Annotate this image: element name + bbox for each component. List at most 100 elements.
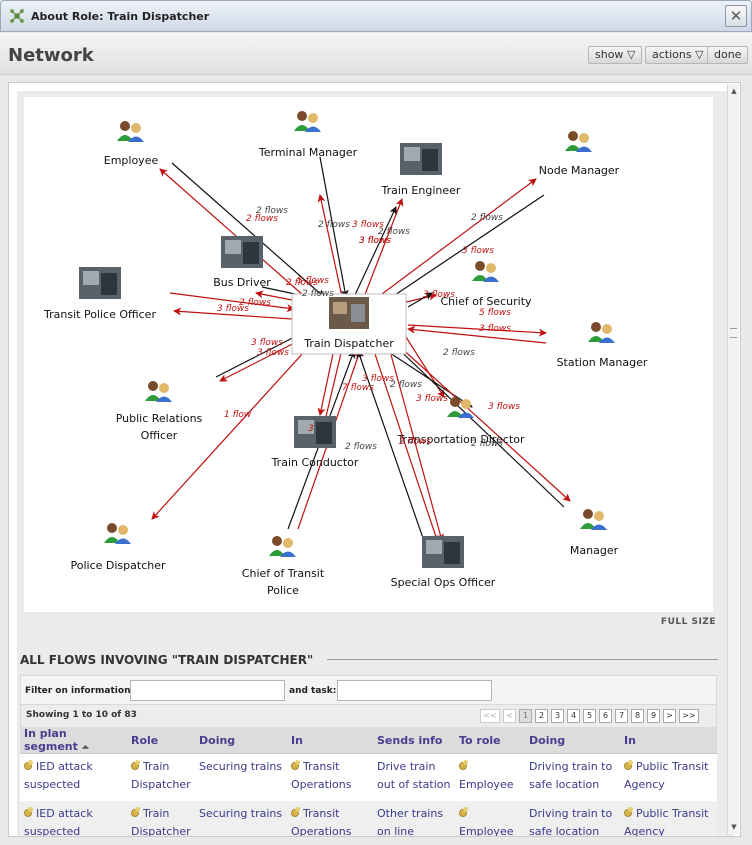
cell-plan-segment[interactable]: IED attack suspected: [20, 753, 127, 801]
node-train-dispatcher[interactable]: Train Dispatcher: [291, 293, 407, 355]
outbound-flow-edge[interactable]: [407, 325, 547, 344]
inbound-flow-edge[interactable]: [319, 156, 349, 298]
cell-doing[interactable]: Securing trains: [195, 753, 287, 801]
flow-count-label: 2 flows: [399, 437, 431, 447]
column-header-target-in[interactable]: In: [620, 727, 717, 754]
column-header-to-role[interactable]: To role: [455, 727, 525, 754]
scroll-up-icon[interactable]: ▲: [731, 87, 737, 95]
node-chief-of-security[interactable]: Chief of Security: [440, 261, 532, 308]
node-label: Bus Driver: [213, 276, 271, 289]
outbound-flow-edge[interactable]: [169, 292, 295, 313]
scroll-down-icon[interactable]: ▼: [731, 823, 737, 831]
flow-count-label: 3 flows: [416, 394, 448, 404]
flow-count-label: 3 flows: [359, 236, 391, 246]
cell-target-doing[interactable]: Driving train to safe location: [525, 800, 620, 836]
cell-sends-info[interactable]: Drive train out of station: [373, 753, 455, 801]
cell-target-in[interactable]: Public Transit Agency: [620, 753, 717, 801]
outbound-flow-edge[interactable]: [321, 348, 343, 426]
flow-count-label: 3 flows: [352, 220, 384, 230]
column-header-plan-segment[interactable]: In plan segment ⏶: [20, 727, 127, 754]
cell-role[interactable]: Train Dispatcher: [127, 753, 195, 801]
column-header-in[interactable]: In: [287, 727, 373, 754]
outbound-flow-edge[interactable]: [407, 324, 547, 337]
column-header-target-doing[interactable]: Doing: [525, 727, 620, 754]
pager-page-9[interactable]: 9: [647, 709, 660, 723]
cell-role[interactable]: Train Dispatcher: [127, 800, 195, 836]
column-header-sends-info[interactable]: Sends info: [373, 727, 455, 754]
node-manager[interactable]: Manager: [570, 509, 619, 557]
network-diagram[interactable]: Train Dispatcher Employee Terminal Manager…: [24, 97, 713, 612]
outbound-flow-edge[interactable]: [363, 198, 404, 298]
pager-page-2[interactable]: 2: [535, 709, 548, 723]
pager-page-3[interactable]: 3: [551, 709, 564, 723]
node-employee[interactable]: Employee: [104, 121, 159, 167]
pager-next[interactable]: >: [663, 709, 676, 723]
flow-count-label: 5 flows: [479, 308, 511, 318]
outbound-flow-edge[interactable]: [373, 350, 440, 544]
cell-to-role[interactable]: Employee: [455, 753, 525, 801]
cell-sends-info[interactable]: Other trains on line: [373, 800, 455, 836]
pager-prev[interactable]: <: [503, 709, 516, 723]
node-train-engineer[interactable]: Train Engineer: [381, 143, 461, 197]
outbound-flow-edge[interactable]: [397, 344, 571, 502]
show-menu-button[interactable]: show ▽: [588, 46, 643, 64]
node-label: Chief of Security: [440, 295, 532, 308]
node-transit-police-officer[interactable]: Transit Police Officer: [43, 267, 156, 321]
node-terminal-manager[interactable]: Terminal Manager: [258, 111, 358, 159]
pager-page-7[interactable]: 7: [615, 709, 628, 723]
pager-last[interactable]: >>: [679, 709, 699, 723]
role-icon: [131, 806, 140, 817]
node-chief-of-transit-police[interactable]: Chief of Transit Police: [242, 536, 325, 597]
node-label: Terminal Manager: [258, 146, 358, 159]
flow-count-label: 3 flows: [462, 246, 494, 256]
cell-target-in[interactable]: Public Transit Agency: [620, 800, 717, 836]
cell-doing[interactable]: Securing trains: [195, 800, 287, 836]
outbound-flow-edge[interactable]: [317, 194, 343, 298]
pager-page-8[interactable]: 8: [631, 709, 644, 723]
column-header-role[interactable]: Role: [127, 727, 195, 754]
pager-page-6[interactable]: 6: [599, 709, 612, 723]
node-station-manager[interactable]: Station Manager: [557, 322, 648, 369]
inbound-flow-edge[interactable]: [389, 340, 565, 508]
cell-text: Employee: [459, 824, 514, 837]
cell-in[interactable]: Transit Operations: [287, 800, 373, 836]
outbound-flow-edge[interactable]: [389, 350, 445, 542]
pager-page-4[interactable]: 4: [567, 709, 580, 723]
vertical-scrollbar[interactable]: ▲ ▼: [727, 84, 739, 834]
person-icon: [472, 261, 499, 282]
node-police-dispatcher[interactable]: Police Dispatcher: [71, 523, 166, 572]
pager-first[interactable]: <<: [480, 709, 500, 723]
cell-in[interactable]: Transit Operations: [287, 753, 373, 801]
pager-page-1[interactable]: 1: [519, 709, 532, 723]
full-size-link[interactable]: FULL SIZE: [660, 617, 716, 627]
close-button[interactable]: ✕: [725, 5, 747, 27]
flow-count-label: 2 flows: [318, 220, 350, 230]
outbound-flow-edge[interactable]: [151, 340, 315, 520]
node-public-relations-officer[interactable]: Public Relations Officer: [116, 381, 203, 442]
cell-to-role[interactable]: Employee: [455, 800, 525, 837]
inbound-flow-edge[interactable]: [353, 206, 397, 298]
node-bus-driver[interactable]: Bus Driver: [213, 236, 271, 289]
outbound-flow-edge[interactable]: [317, 348, 335, 416]
actions-menu-button[interactable]: actions ▽: [645, 46, 711, 64]
organization-icon: [291, 806, 300, 817]
inbound-flow-edge[interactable]: [171, 162, 325, 298]
inbound-flow-edge[interactable]: [385, 194, 545, 302]
outbound-flow-edge[interactable]: [377, 178, 537, 298]
filter-information-input[interactable]: [130, 680, 285, 701]
inbound-flow-edge[interactable]: [407, 292, 433, 308]
filter-task-input[interactable]: [337, 680, 492, 701]
node-train-conductor[interactable]: Train Conductor: [271, 416, 359, 469]
outbound-flow-edge[interactable]: [173, 307, 293, 320]
cell-plan-segment[interactable]: IED attack suspected: [20, 800, 127, 836]
cell-target-doing[interactable]: Driving train to safe location: [525, 753, 620, 801]
pager-page-5[interactable]: 5: [583, 709, 596, 723]
node-transportation-director[interactable]: Transportation Director: [396, 397, 525, 446]
done-button[interactable]: done: [707, 46, 749, 64]
node-special-ops-officer[interactable]: Special Ops Officer: [391, 536, 496, 589]
column-header-doing[interactable]: Doing: [195, 727, 287, 754]
scrollbar-thumb[interactable]: [730, 328, 737, 338]
node-node-manager[interactable]: Node Manager: [539, 131, 620, 177]
inbound-flow-edge[interactable]: [356, 350, 425, 542]
node-label: Train Dispatcher: [303, 337, 394, 350]
